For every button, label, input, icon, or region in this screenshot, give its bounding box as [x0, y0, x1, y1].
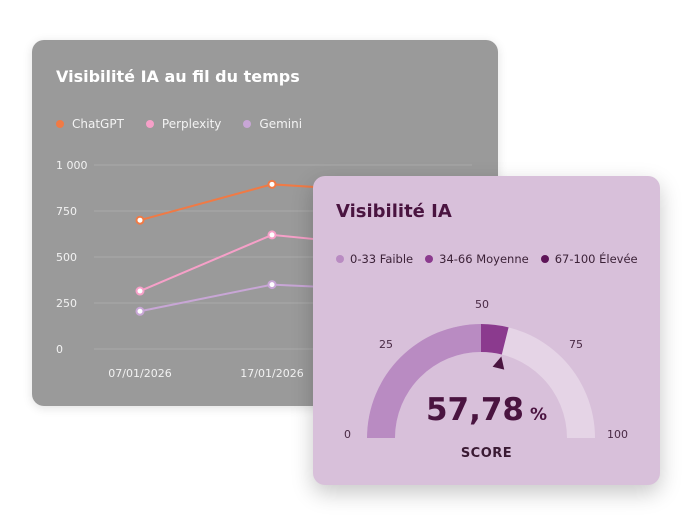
- data-point-gemini: [135, 306, 145, 316]
- chart-title: Visibilité IA au fil du temps: [56, 67, 300, 86]
- legend-label: Gemini: [259, 117, 303, 131]
- legend-dot-icon: [145, 120, 154, 128]
- gauge-tick-50: 50: [475, 298, 489, 311]
- legend-item-perplexity[interactable]: Perplexity: [145, 117, 222, 131]
- series-line-gemini: [139, 283, 333, 313]
- x-tick-label: 07/01/2026: [108, 367, 171, 380]
- legend-item-high: 67-100 Élevée: [540, 252, 638, 266]
- legend-dot-icon: [425, 255, 434, 263]
- legend-label: 34-66 Moyenne: [439, 252, 529, 266]
- legend-dot-icon: [336, 255, 344, 263]
- gauge-tick-0: 0: [344, 428, 351, 441]
- gauge-card-title: Visibilité IA: [336, 201, 452, 222]
- data-point-perplexity: [135, 286, 145, 296]
- legend-dot-icon: [56, 120, 64, 128]
- legend-dot-icon: [540, 255, 549, 263]
- gauge-legend: 0-33 Faible 34-66 Moyenne 67-100 Élevée: [336, 252, 638, 266]
- score-gauge: [367, 324, 595, 438]
- legend-label: 67-100 Élevée: [554, 252, 638, 266]
- gauge-fill-current: [481, 324, 509, 355]
- x-tick-label: 17/01/2026: [240, 367, 303, 380]
- legend-dot-icon: [243, 120, 252, 128]
- chart-legend: ChatGPT Perplexity Gemini: [56, 117, 302, 131]
- y-tick-label: 500: [56, 251, 77, 264]
- y-tick-label: 1 000: [56, 159, 88, 172]
- score-number: 57,78: [425, 392, 524, 428]
- gauge-tick-100: 100: [607, 428, 628, 441]
- legend-label: Perplexity: [161, 117, 222, 131]
- legend-label: 0-33 Faible: [350, 252, 414, 266]
- y-tick-label: 0: [56, 343, 63, 356]
- ai-visibility-score-card: Visibilité IA 0-33 Faible 34-66 Moyenne …: [313, 176, 660, 485]
- score-value: 57,78%: [313, 392, 660, 428]
- legend-item-gemini[interactable]: Gemini: [243, 117, 302, 131]
- legend-item-low: 0-33 Faible: [336, 252, 413, 266]
- y-tick-label: 750: [56, 205, 77, 218]
- score-unit: %: [530, 405, 548, 425]
- data-point-gemini: [267, 280, 277, 290]
- gauge-tick-75: 75: [569, 338, 583, 351]
- data-point-chatgpt: [135, 215, 145, 225]
- gauge-fill-low: [367, 324, 481, 438]
- y-tick-label: 250: [56, 297, 77, 310]
- data-point-chatgpt: [267, 179, 277, 189]
- legend-item-medium: 34-66 Moyenne: [425, 252, 529, 266]
- series-line-perplexity: [139, 233, 333, 292]
- line-chart: 1 000 750 500 250 0 07/01/2026 17/01/2026: [56, 159, 472, 380]
- legend-item-chatgpt[interactable]: ChatGPT: [56, 117, 124, 131]
- data-point-perplexity: [267, 230, 277, 240]
- legend-label: ChatGPT: [72, 117, 124, 131]
- series-line-chatgpt: [139, 183, 333, 222]
- score-label: SCORE: [460, 446, 513, 461]
- gauge-needle-icon: [492, 356, 505, 370]
- gauge-tick-25: 25: [379, 338, 393, 351]
